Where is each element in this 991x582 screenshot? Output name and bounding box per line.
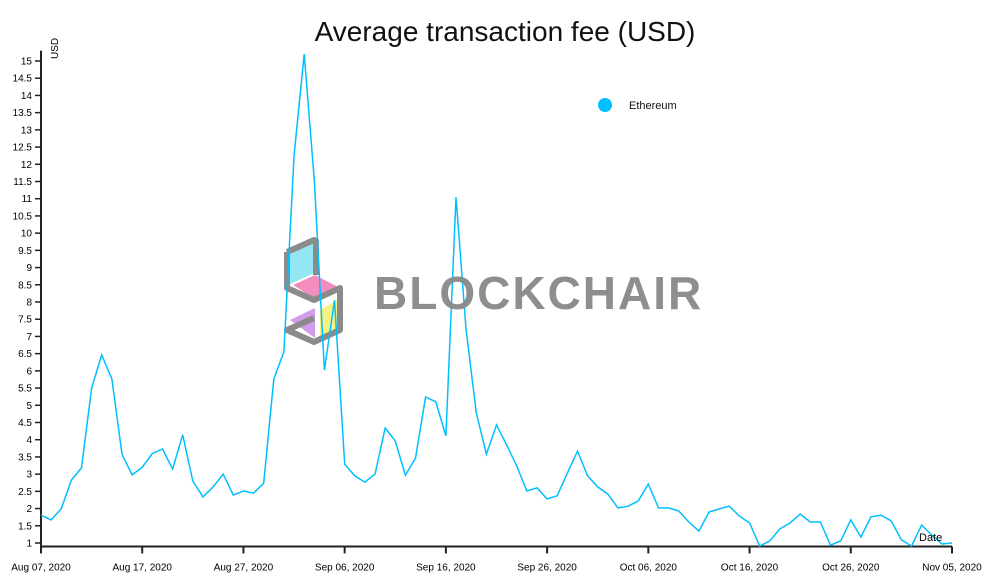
y-tick-label: 4.5 — [18, 418, 32, 429]
x-tick-label: Oct 06, 2020 — [620, 562, 678, 573]
y-tick-label: 3.5 — [18, 452, 32, 463]
y-tick-label: 3 — [26, 470, 32, 481]
y-tick-label: 14 — [21, 91, 33, 102]
y-tick-label: 10 — [21, 229, 33, 240]
x-tick-label: Oct 16, 2020 — [721, 562, 779, 573]
x-tick-label: Nov 05, 2020 — [922, 562, 982, 573]
chart-title: Average transaction fee (USD) — [314, 16, 696, 47]
y-tick-label: 2.5 — [18, 487, 32, 498]
y-tick-label: 9.5 — [18, 246, 32, 257]
y-tick-label: 4 — [26, 435, 32, 446]
y-tick-label: 11 — [22, 194, 33, 205]
y-tick-label: 12.5 — [13, 143, 33, 154]
x-tick-label: Oct 26, 2020 — [822, 562, 880, 573]
y-tick-label: 6.5 — [18, 349, 32, 360]
y-tick-label: 6 — [26, 366, 32, 377]
x-tick-label: Aug 07, 2020 — [11, 562, 71, 573]
x-tick-label: Sep 26, 2020 — [517, 562, 577, 573]
watermark-text: BLOCKCHAIR — [374, 267, 704, 319]
y-tick-label: 1 — [26, 539, 32, 550]
y-tick-label: 13 — [21, 125, 33, 136]
legend-label-ethereum: Ethereum — [629, 100, 677, 112]
x-tick-label: Sep 16, 2020 — [416, 562, 476, 573]
y-tick-label: 5 — [26, 401, 32, 412]
x-tick-label: Aug 17, 2020 — [112, 562, 172, 573]
y-tick-label: 5.5 — [18, 384, 32, 395]
y-tick-label: 9 — [26, 263, 32, 274]
y-tick-label: 11.5 — [13, 177, 32, 188]
y-tick-label: 1.5 — [18, 521, 32, 532]
y-tick-label: 15 — [21, 57, 33, 68]
y-tick-label: 12 — [21, 160, 33, 171]
legend-marker-ethereum — [598, 98, 612, 112]
x-tick-label: Sep 06, 2020 — [315, 562, 375, 573]
y-tick-label: 2 — [26, 504, 32, 515]
y-tick-label: 8.5 — [18, 280, 32, 291]
x-tick-label: Aug 27, 2020 — [214, 562, 274, 573]
y-tick-label: 7.5 — [18, 315, 32, 326]
series-line-ethereum — [40, 54, 953, 548]
y-tick-label: 8 — [26, 298, 32, 309]
x-axis-label: Date — [919, 532, 942, 544]
blockchair-logo-icon — [284, 237, 343, 345]
y-tick-label: 7 — [26, 332, 32, 343]
y-tick-label: 10.5 — [13, 211, 33, 222]
y-axis-label: USD — [50, 38, 61, 59]
y-tick-label: 14.5 — [13, 74, 33, 85]
x-axis: Aug 07, 2020 Aug 17, 2020 Aug 27, 2020 Sep … — [11, 545, 982, 573]
y-tick-label: 13.5 — [13, 108, 33, 119]
y-axis: 11.522.533.544.555.566.577.588.599.51010… — [13, 50, 42, 550]
